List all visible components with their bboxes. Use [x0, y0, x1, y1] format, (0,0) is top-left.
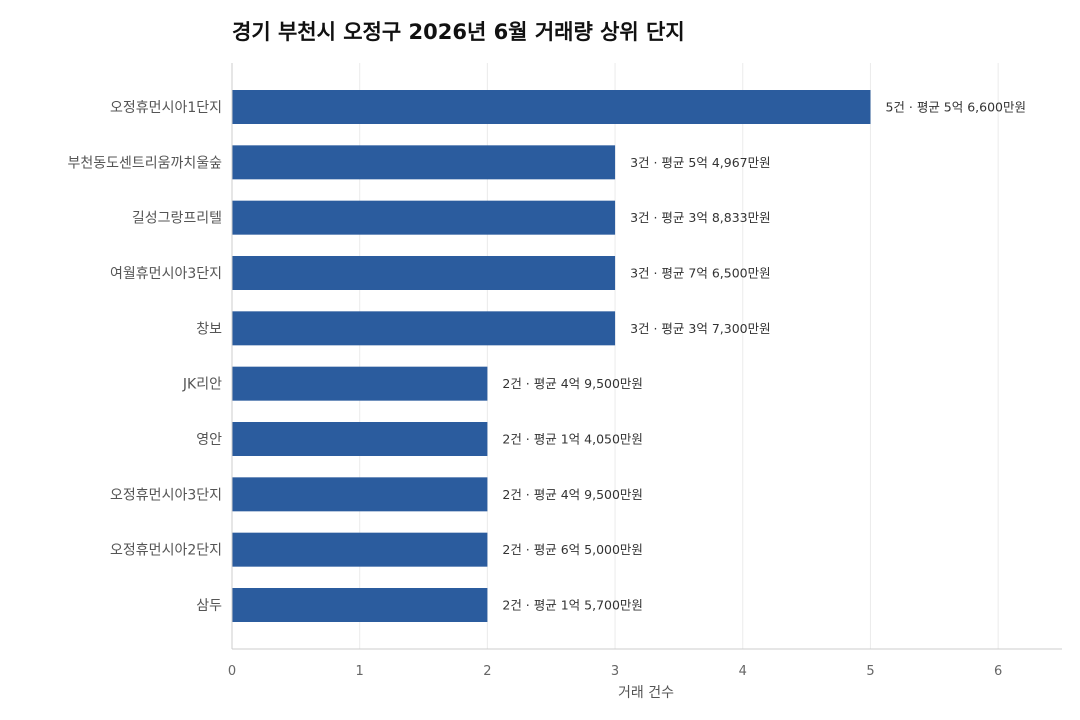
x-tick-label: 0 — [228, 664, 236, 679]
x-tick-label: 6 — [994, 664, 1002, 679]
bar — [232, 366, 488, 401]
data-label: 3건 · 평균 5억 4,967만원 — [630, 155, 771, 170]
data-label: 2건 · 평균 1억 4,050만원 — [502, 432, 643, 447]
category-label: JK리안 — [182, 377, 222, 393]
category-label: 영안 — [196, 432, 222, 448]
data-label: 3건 · 평균 7억 6,500만원 — [630, 266, 771, 281]
data-label: 3건 · 평균 3억 8,833만원 — [630, 210, 771, 225]
category-label: 오정휴먼시아1단지 — [110, 100, 222, 116]
bar — [232, 200, 616, 235]
data-labels: 5건 · 평균 5억 6,600만원 3건 · 평균 5억 4,967만원 3건 ·… — [502, 100, 1026, 613]
data-label: 5건 · 평균 5억 6,600만원 — [885, 100, 1026, 115]
category-label: 창보 — [196, 321, 222, 337]
x-axis: 0 1 2 3 4 5 6 — [228, 63, 1062, 679]
category-label: 부천동도센트리움까치울숲 — [67, 155, 222, 171]
x-axis-label: 거래 건수 — [618, 685, 674, 701]
data-label: 2건 · 평균 6억 5,000만원 — [502, 542, 643, 557]
data-label: 2건 · 평균 4억 9,500만원 — [502, 487, 643, 502]
bar — [232, 477, 488, 512]
category-label: 오정휴먼시아2단지 — [110, 543, 222, 559]
bar — [232, 532, 488, 567]
bar — [232, 422, 488, 456]
category-label: 삼두 — [196, 598, 222, 614]
x-tick-label: 4 — [739, 664, 747, 679]
data-label: 2건 · 평균 1억 5,700만원 — [502, 598, 643, 613]
category-label: 오정휴먼시아3단지 — [110, 487, 222, 503]
bar — [232, 588, 488, 622]
bar — [232, 145, 616, 180]
bar — [232, 90, 871, 124]
x-tick-label: 3 — [611, 664, 619, 679]
x-tick-label: 2 — [483, 664, 491, 679]
bar — [232, 311, 616, 346]
category-label: 여월휴먼시아3단지 — [110, 266, 222, 282]
x-tick-label: 5 — [866, 664, 874, 679]
bar — [232, 256, 616, 290]
chart-title: 경기 부천시 오정구 2026년 6월 거래량 상위 단지 — [232, 20, 685, 44]
data-label: 3건 · 평균 3억 7,300만원 — [630, 321, 771, 336]
x-tick-label: 1 — [356, 664, 364, 679]
bars — [232, 90, 871, 622]
data-label: 2건 · 평균 4억 9,500만원 — [502, 376, 643, 391]
category-label: 길성그랑프리텔 — [132, 211, 222, 227]
